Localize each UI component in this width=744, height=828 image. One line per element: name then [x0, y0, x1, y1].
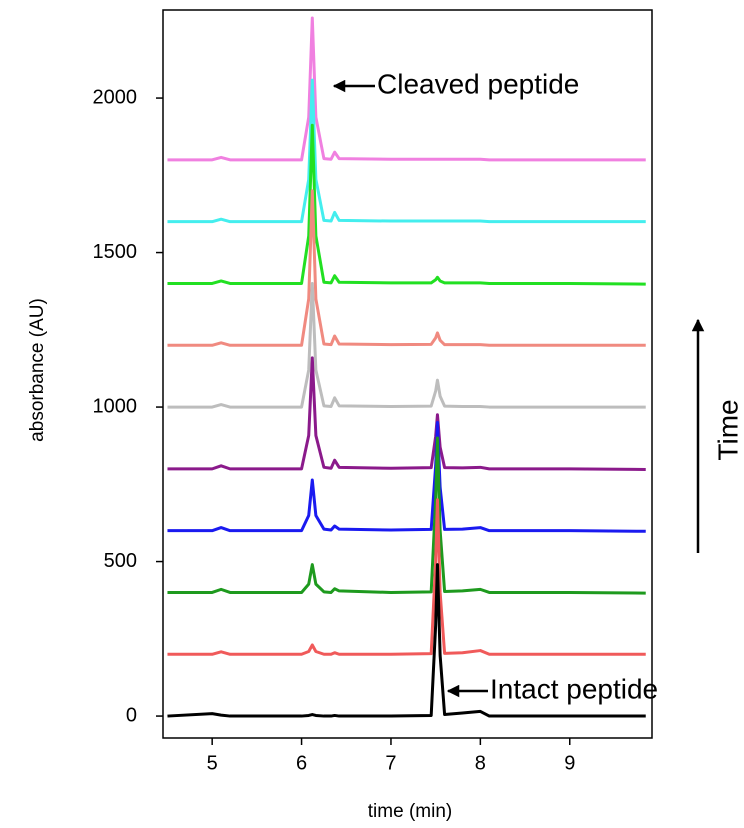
trace [167, 189, 646, 347]
trace [167, 16, 646, 162]
trace [167, 281, 646, 409]
y-tick-label: 500 [104, 550, 137, 572]
trace [167, 436, 646, 595]
annotation: Intact peptide [490, 673, 658, 704]
y-tick-label: 2000 [93, 86, 138, 108]
annotation: Time [712, 399, 743, 460]
y-tick-label: 0 [126, 704, 137, 726]
plot-frame [162, 9, 653, 739]
y-tick-label: 1500 [93, 241, 138, 263]
y-tick-label: 1000 [93, 395, 138, 417]
trace [167, 78, 646, 224]
trace [167, 498, 646, 656]
trace [167, 123, 646, 286]
trace [167, 356, 646, 471]
trace [167, 563, 646, 718]
x-tick-label: 8 [475, 752, 486, 774]
annotation: Cleaved peptide [377, 68, 579, 99]
x-tick-label: 9 [564, 752, 575, 774]
trace [167, 421, 646, 533]
x-tick-label: 6 [296, 752, 307, 774]
x-tick-label: 7 [385, 752, 396, 774]
x-axis-label: time (min) [368, 801, 452, 822]
y-axis-label: absorbance (AU) [27, 298, 48, 442]
x-tick-label: 5 [207, 752, 218, 774]
